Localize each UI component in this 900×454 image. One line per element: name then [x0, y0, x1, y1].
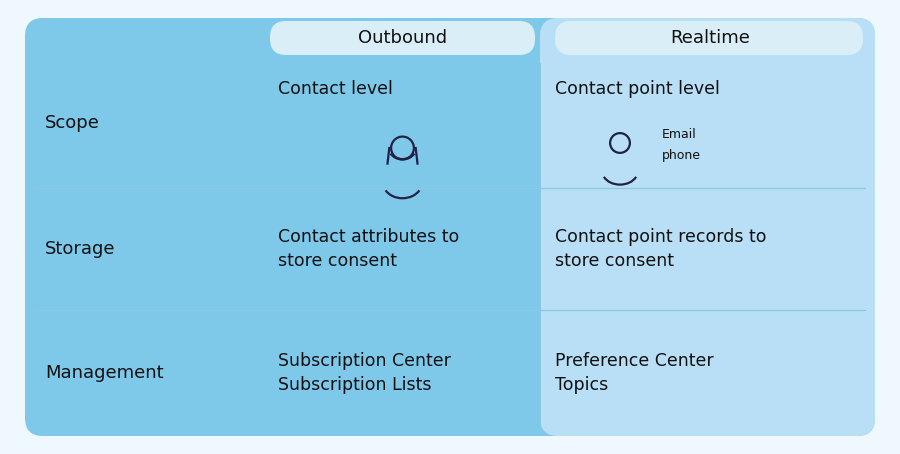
Text: Subscription Center
Subscription Lists: Subscription Center Subscription Lists: [278, 351, 451, 395]
Text: Contact level: Contact level: [278, 80, 393, 98]
Text: Scope: Scope: [45, 114, 100, 132]
Text: Contact point level: Contact point level: [555, 80, 720, 98]
FancyBboxPatch shape: [25, 18, 875, 436]
Text: Contact point records to
store consent: Contact point records to store consent: [555, 227, 767, 271]
Text: Outbound: Outbound: [358, 29, 447, 47]
Text: phone: phone: [662, 148, 701, 162]
Text: Contact attributes to
store consent: Contact attributes to store consent: [278, 227, 459, 271]
FancyBboxPatch shape: [270, 21, 535, 55]
FancyBboxPatch shape: [555, 21, 863, 55]
Text: Preference Center
Topics: Preference Center Topics: [555, 351, 714, 395]
FancyBboxPatch shape: [540, 18, 875, 436]
Text: Realtime: Realtime: [670, 29, 750, 47]
Text: Storage: Storage: [45, 240, 115, 258]
Text: Management: Management: [45, 364, 164, 382]
Text: Email: Email: [662, 128, 697, 142]
